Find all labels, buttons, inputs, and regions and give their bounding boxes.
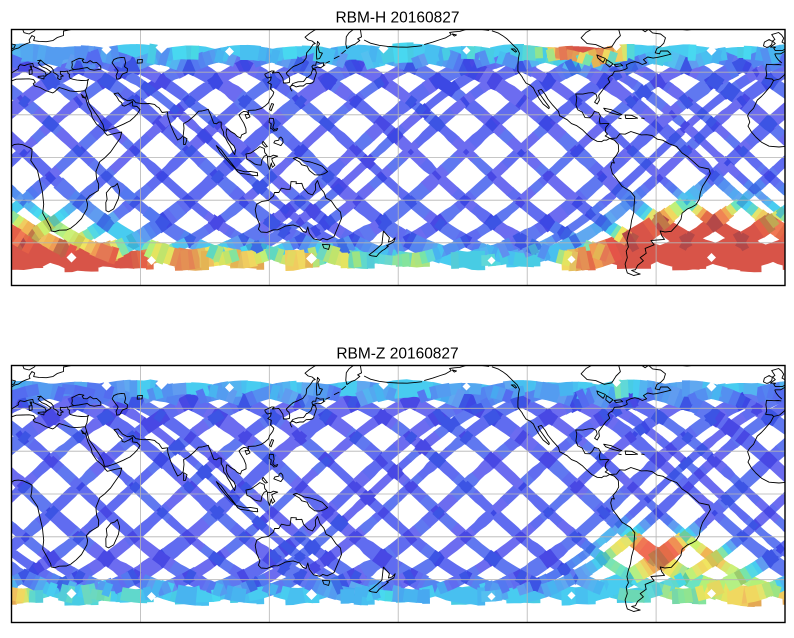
svg-text:RBM-Z 20160827: RBM-Z 20160827 <box>336 346 458 363</box>
svg-text:RBM-H 20160827: RBM-H 20160827 <box>335 10 459 27</box>
